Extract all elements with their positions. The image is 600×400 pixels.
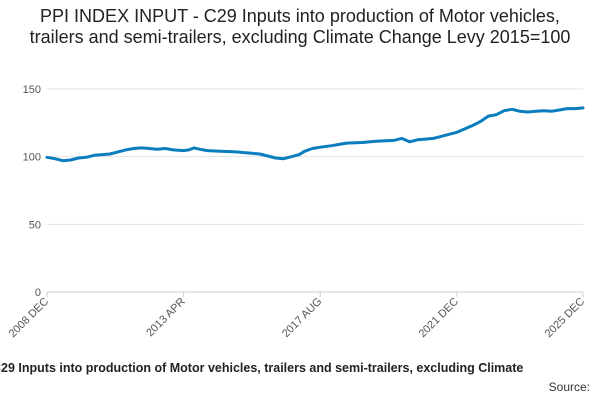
x-tick-label: 2013 APR xyxy=(144,296,188,340)
x-tick-label: 2008 DEC xyxy=(7,296,51,340)
chart-title: PPI INDEX INPUT - C29 Inputs into produc… xyxy=(29,6,571,47)
x-tick-label: 2021 DEC xyxy=(417,296,461,340)
series-caption: C29 Inputs into production of Motor vehi… xyxy=(0,361,524,375)
y-tick-label: 100 xyxy=(23,152,41,164)
series-line xyxy=(45,106,585,163)
source-label: Source: xyxy=(548,380,590,394)
gridlines xyxy=(47,88,583,225)
y-tick-label: 50 xyxy=(29,219,41,231)
y-tick-label: 0 xyxy=(35,287,41,299)
x-axis: 2008 DEC 2013 APR 2017 AUG 2021 DEC 2025 DEC xyxy=(7,292,587,340)
series-layer xyxy=(45,106,585,163)
y-tick-label: 150 xyxy=(23,84,41,96)
x-tick-label: 2025 DEC xyxy=(543,296,587,340)
x-tick-label: 2017 AUG xyxy=(280,296,324,340)
y-axis: 0 50 100 150 xyxy=(23,84,41,299)
